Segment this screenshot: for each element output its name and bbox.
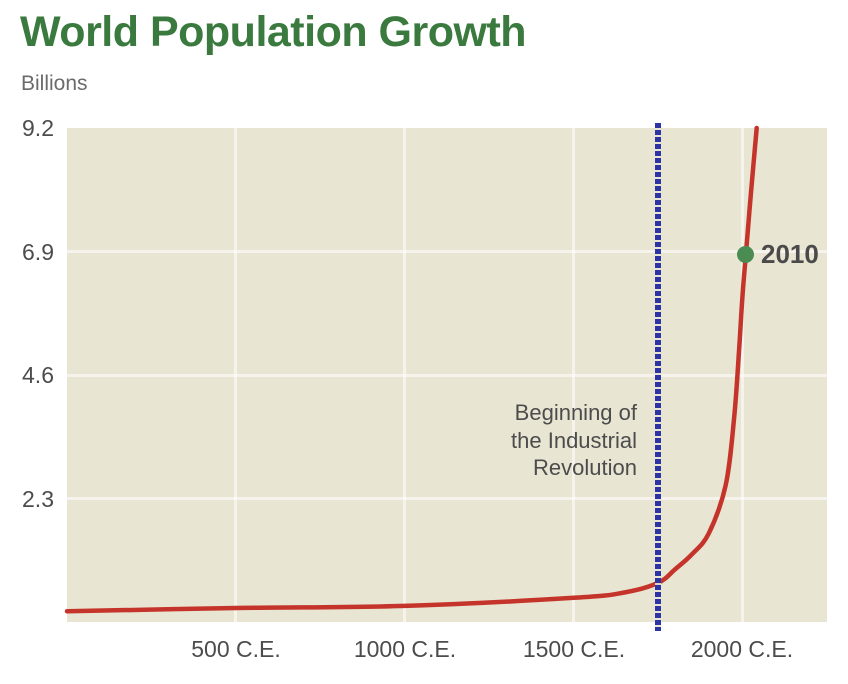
y-tick-9-2: 9.2 <box>22 115 54 141</box>
y-tick-2-3: 2.3 <box>22 485 54 512</box>
gridline-vertical-500 <box>234 128 238 622</box>
gridline-vertical-2000 <box>741 128 745 622</box>
y-tick-4-6: 4.6 <box>22 362 54 388</box>
annotation-line-2: the Industrial <box>511 427 637 453</box>
data-point-2010-marker <box>737 246 754 263</box>
x-tick-2000-ce: 2000 C.E. <box>690 636 794 662</box>
gridline-horizontal-4-6 <box>67 373 827 377</box>
y-tick-6-9: 6.9 <box>22 238 54 265</box>
y-axis-unit-label: Billions <box>21 72 88 95</box>
population-curve <box>64 125 759 614</box>
x-tick-1000-ce: 1000 C.E. <box>353 636 457 662</box>
x-tick-1500-ce: 1500 C.E. <box>522 636 626 662</box>
industrial-revolution-line <box>655 123 661 631</box>
x-tick-500-ce: 500 C.E. <box>191 636 281 662</box>
industrial-revolution-annotation: Beginning of the Industrial Revolution <box>511 399 637 482</box>
annotation-line-1: Beginning of <box>514 400 637 425</box>
annotation-line-3: Revolution <box>533 455 637 480</box>
data-point-2010-label: 2010 <box>761 239 819 269</box>
plot-area: Beginning of the Industrial Revolution 2… <box>64 123 827 631</box>
gridline-vertical-1500 <box>572 128 576 622</box>
gridline-horizontal-6-9 <box>67 250 827 253</box>
gridline-horizontal-2-3 <box>67 497 827 500</box>
chart-title: World Population Growth <box>20 8 527 56</box>
gridline-vertical-1000 <box>403 128 407 622</box>
